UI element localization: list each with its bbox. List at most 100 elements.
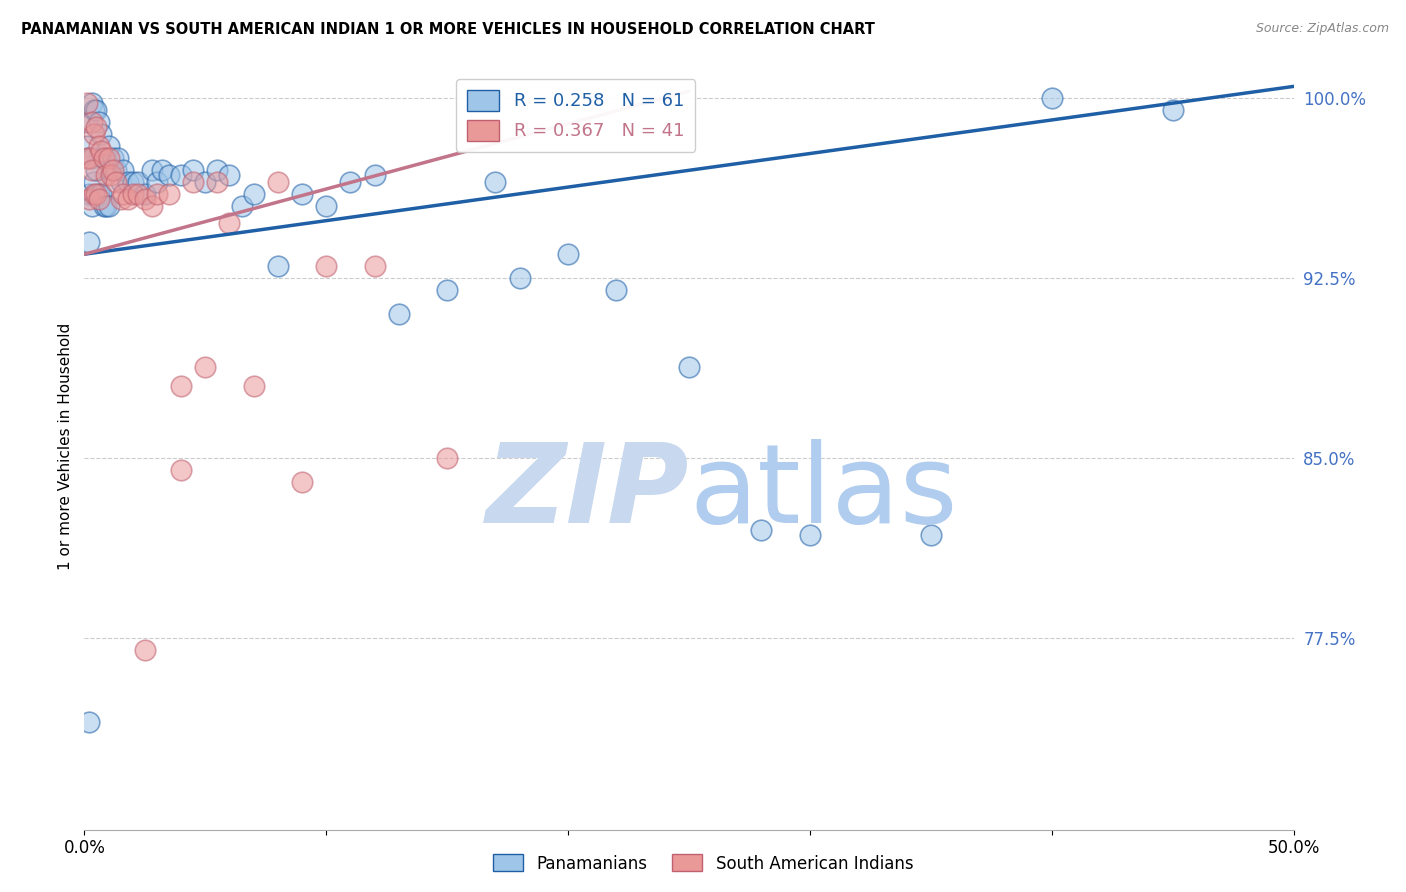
Point <box>1040 91 1063 105</box>
Point <box>1161 103 1184 118</box>
Point <box>80 199 103 213</box>
Point <box>181 175 204 189</box>
Point <box>77 187 100 202</box>
Point <box>146 175 169 189</box>
Point <box>315 259 337 273</box>
Point <box>207 175 229 189</box>
Point <box>80 163 103 178</box>
Text: atlas: atlas <box>689 439 957 546</box>
Point <box>121 175 143 189</box>
Point <box>112 163 135 178</box>
Point <box>194 359 217 374</box>
Point <box>83 175 105 189</box>
Point <box>157 187 180 202</box>
Point <box>170 463 193 477</box>
Point <box>77 151 100 165</box>
Point <box>103 151 125 165</box>
Point <box>77 192 100 206</box>
Point <box>484 175 506 189</box>
Point <box>103 163 125 178</box>
Point <box>93 199 115 213</box>
Point <box>112 187 135 202</box>
Point <box>218 168 240 182</box>
Text: Source: ZipAtlas.com: Source: ZipAtlas.com <box>1256 22 1389 36</box>
Point <box>80 96 103 111</box>
Point <box>170 379 193 393</box>
Point <box>110 192 132 206</box>
Point <box>76 115 98 129</box>
Point <box>315 199 337 213</box>
Point <box>97 199 120 213</box>
Point <box>76 151 98 165</box>
Point <box>388 307 411 321</box>
Point <box>104 163 127 178</box>
Point <box>76 96 98 111</box>
Point <box>218 216 240 230</box>
Point <box>121 187 143 202</box>
Point <box>104 175 127 189</box>
Point <box>150 163 173 178</box>
Point <box>86 187 108 202</box>
Point <box>134 642 156 657</box>
Point <box>90 128 112 142</box>
Point <box>267 175 290 189</box>
Point <box>751 523 773 537</box>
Point <box>76 139 98 153</box>
Point <box>87 139 110 153</box>
Point <box>605 283 627 297</box>
Point <box>157 168 180 182</box>
Point <box>146 187 169 202</box>
Point <box>80 151 103 165</box>
Point <box>170 168 193 182</box>
Point <box>97 139 120 153</box>
Point <box>94 151 117 165</box>
Point <box>557 247 579 261</box>
Point <box>86 120 108 135</box>
Point <box>181 163 204 178</box>
Point <box>291 475 314 489</box>
Point <box>509 271 531 285</box>
Point <box>141 163 163 178</box>
Point <box>90 144 112 158</box>
Point <box>90 187 112 202</box>
Point <box>77 235 100 250</box>
Point <box>93 151 115 165</box>
Point <box>207 163 229 178</box>
Point <box>80 115 103 129</box>
Point <box>678 359 700 374</box>
Point <box>339 175 361 189</box>
Point <box>242 379 264 393</box>
Point <box>194 175 217 189</box>
Point <box>86 103 108 118</box>
Point <box>83 187 105 202</box>
Point <box>87 187 110 202</box>
Y-axis label: 1 or more Vehicles in Household: 1 or more Vehicles in Household <box>58 322 73 570</box>
Legend: Panamanians, South American Indians: Panamanians, South American Indians <box>486 847 920 880</box>
Point <box>436 283 458 297</box>
Point <box>291 187 314 202</box>
Point <box>134 192 156 206</box>
Point <box>100 168 122 182</box>
Point <box>267 259 290 273</box>
Point <box>231 199 253 213</box>
Point <box>86 163 108 178</box>
Point <box>363 259 385 273</box>
Text: PANAMANIAN VS SOUTH AMERICAN INDIAN 1 OR MORE VEHICLES IN HOUSEHOLD CORRELATION : PANAMANIAN VS SOUTH AMERICAN INDIAN 1 OR… <box>21 22 875 37</box>
Point <box>436 450 458 465</box>
Point <box>107 151 129 165</box>
Point <box>94 168 117 182</box>
Point <box>920 527 942 541</box>
Point <box>242 187 264 202</box>
Point <box>117 175 139 189</box>
Point <box>77 714 100 729</box>
Legend: R = 0.258   N = 61, R = 0.367   N = 41: R = 0.258 N = 61, R = 0.367 N = 41 <box>456 79 695 152</box>
Point <box>97 151 120 165</box>
Point <box>117 192 139 206</box>
Point <box>363 168 385 182</box>
Point <box>100 163 122 178</box>
Text: ZIP: ZIP <box>485 439 689 546</box>
Point <box>110 175 132 189</box>
Point <box>77 151 100 165</box>
Point <box>94 199 117 213</box>
Point <box>134 187 156 202</box>
